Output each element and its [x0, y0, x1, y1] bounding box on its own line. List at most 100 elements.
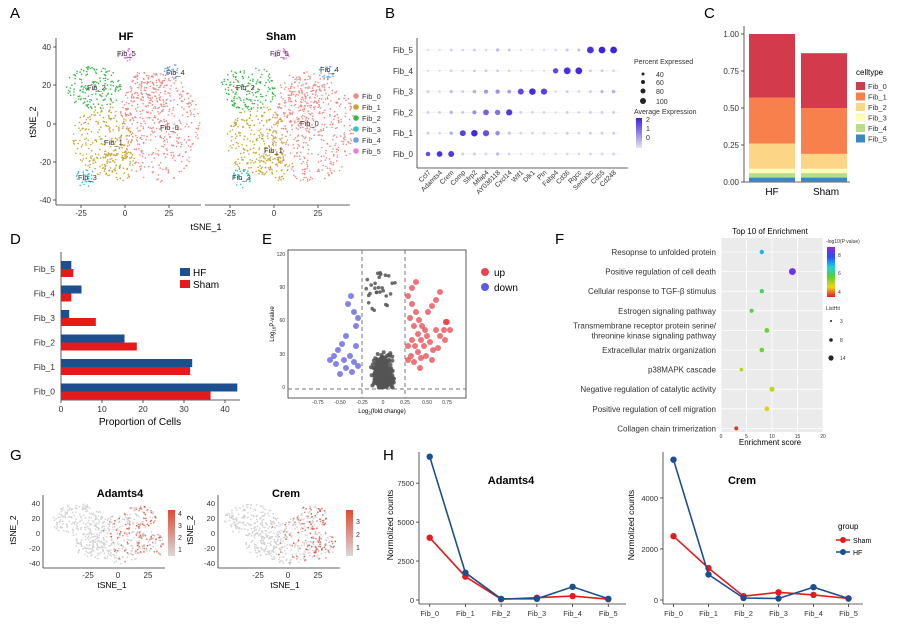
g-cell-dot [138, 543, 140, 546]
g-cell-dot [270, 544, 272, 546]
b-size-key-40 [641, 72, 645, 76]
cell-dot [142, 176, 145, 179]
cell-dot [258, 136, 261, 139]
g-cell-dot [80, 515, 82, 518]
cell-dot [278, 161, 280, 164]
e-point-up [409, 301, 415, 307]
cell-dot [109, 153, 111, 155]
g-cell-dot [263, 514, 266, 517]
cell-dot [116, 86, 119, 89]
f-xlabel: Enrichment score [739, 438, 802, 447]
cell-dot [128, 130, 131, 132]
a-xtick2-m25: -25 [224, 209, 236, 218]
cell-dot [248, 126, 251, 129]
cell-dot [163, 101, 165, 103]
g-cell-dot [118, 548, 120, 550]
e-point-up [405, 293, 411, 299]
cell-dot [300, 104, 303, 107]
cell-dot [287, 144, 290, 146]
b-size-60: 60 [656, 80, 664, 87]
cell-dot [290, 120, 293, 123]
c-bar-segment [749, 97, 795, 144]
cell-dot [168, 108, 171, 111]
cell-dot [263, 106, 265, 108]
g-cell-dot [307, 552, 310, 555]
cell-dot [283, 141, 285, 144]
cell-dot [187, 145, 190, 147]
cell-dot [174, 131, 176, 134]
g-cell-dot [277, 522, 280, 524]
g-cell-dot [320, 552, 323, 555]
cell-dot [302, 114, 304, 117]
g-cell-dot [277, 538, 279, 541]
cell-dot [85, 118, 88, 121]
cell-dot [110, 98, 112, 101]
cell-dot [275, 130, 277, 133]
g-cell-dot [86, 547, 89, 550]
cell-dot [132, 96, 135, 98]
cell-dot [270, 134, 273, 136]
g-cell-dot [105, 540, 108, 543]
cell-dot [97, 89, 99, 92]
cell-dot [161, 110, 163, 112]
cell-dot [130, 152, 132, 155]
cell-dot [169, 70, 172, 72]
g-cell-dot [148, 549, 151, 552]
cell-dot [151, 130, 153, 132]
cell-dot [284, 165, 287, 167]
cell-dot [340, 121, 343, 123]
sham-fib3-cloud [233, 168, 251, 189]
cell-dot [112, 140, 114, 142]
cell-dot [304, 78, 307, 81]
g-cell-dot [145, 525, 147, 527]
cell-dot [150, 127, 153, 130]
cell-dot [198, 122, 201, 124]
cell-dot [152, 87, 154, 89]
cell-dot [90, 143, 92, 146]
cell-dot [81, 81, 83, 84]
cell-dot [314, 97, 316, 99]
cell-dot [242, 85, 244, 87]
cell-dot [276, 125, 279, 127]
g-cell-dot [248, 532, 251, 535]
sham-fib1-cloud [226, 104, 288, 175]
cell-dot [89, 67, 92, 70]
e-point-ns [377, 275, 382, 280]
cell-dot [166, 153, 169, 155]
cell-dot [274, 176, 277, 179]
cell-dot [161, 179, 163, 182]
b-dot [588, 69, 592, 73]
cell-dot [74, 82, 76, 85]
g-cell-dot [129, 539, 132, 541]
b-dot [531, 111, 534, 114]
cell-dot [193, 115, 196, 118]
cell-dot [280, 96, 283, 98]
g-cell-dot [278, 561, 281, 563]
cell-dot [293, 86, 295, 89]
g-cell-dot [271, 521, 274, 524]
cell-dot [303, 121, 306, 123]
e-point-ns [375, 357, 380, 362]
hf-fib4-cloud [163, 64, 179, 80]
g-cell-dot [260, 530, 263, 533]
g-cell-dot [259, 517, 261, 520]
cell-dot [180, 160, 183, 163]
g-cell-dot [93, 525, 96, 527]
g-cell-dot [88, 544, 91, 547]
g2-ylabel: tSNE_2 [185, 515, 195, 545]
cell-dot [288, 94, 291, 96]
b-dot [554, 131, 557, 135]
cell-dot [95, 81, 98, 84]
cell-dot [234, 71, 236, 73]
cell-dot [164, 67, 166, 70]
cell-dot [232, 144, 234, 146]
cell-dot [277, 107, 280, 109]
g-cell-dot [281, 560, 284, 563]
g-cell-dot [62, 529, 65, 532]
cell-dot [166, 66, 169, 69]
g-cell-dot [97, 528, 100, 531]
cell-dot [264, 147, 266, 150]
g-cell-dot [273, 538, 276, 541]
cell-dot [272, 96, 274, 98]
cell-dot [280, 179, 282, 181]
